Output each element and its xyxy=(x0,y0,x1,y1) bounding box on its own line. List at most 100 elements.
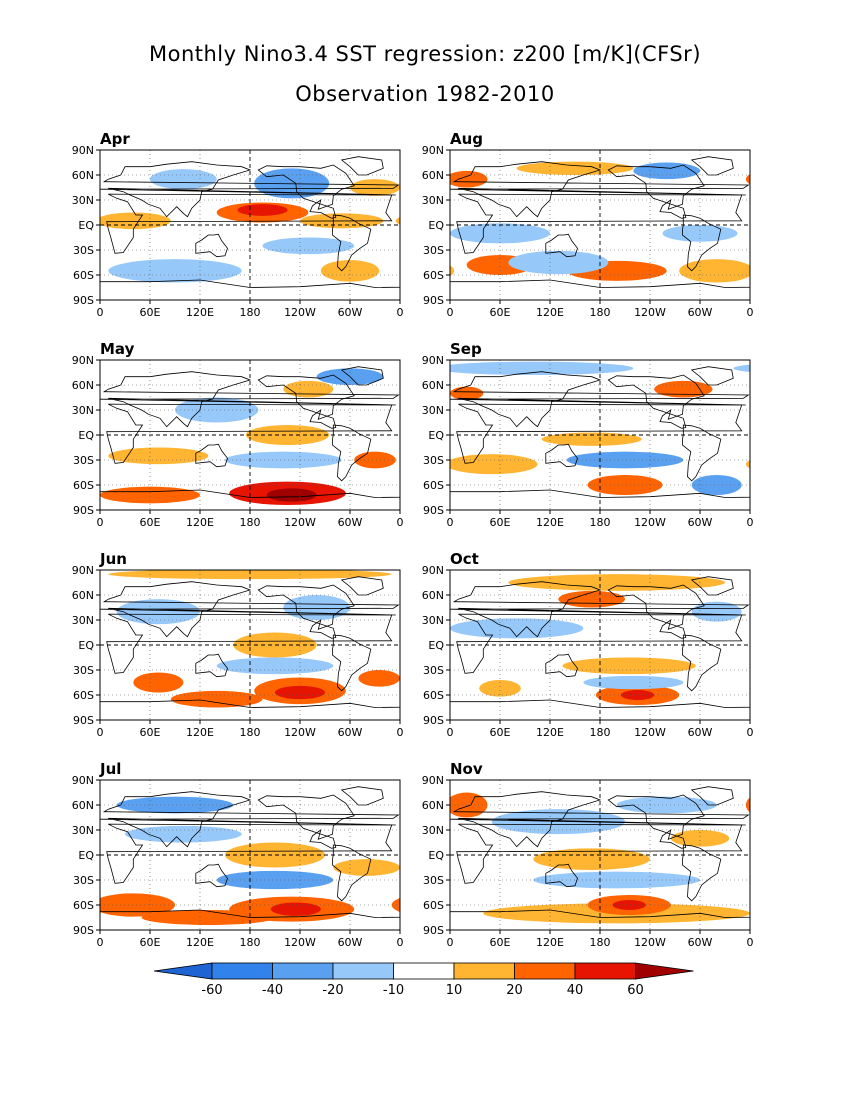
lat-tick-label: 90S xyxy=(73,294,94,307)
anomaly-region xyxy=(0,678,46,705)
coastline xyxy=(340,786,384,806)
coastline xyxy=(682,634,722,692)
lat-tick-label: 90S xyxy=(423,714,444,727)
gridlines xyxy=(450,570,750,720)
lon-tick-label: 60E xyxy=(490,306,511,319)
lon-tick-label: 60W xyxy=(688,726,713,739)
anomaly-region xyxy=(245,425,330,445)
lon-tick-label: 0 xyxy=(747,306,754,319)
lon-tick-label: 120W xyxy=(284,516,316,529)
lat-tick-label: 90S xyxy=(423,504,444,517)
anomaly-region xyxy=(133,672,184,693)
coastline xyxy=(340,576,384,596)
colorbar-arrow-high xyxy=(635,962,694,980)
lon-tick-label: 60W xyxy=(338,936,363,949)
anomaly-region xyxy=(262,237,355,255)
coastline xyxy=(195,443,228,468)
lat-tick-label: 90S xyxy=(73,504,94,517)
lon-tick-label: 0 xyxy=(397,726,404,739)
colorbar-label: -40 xyxy=(262,983,283,998)
anomaly-region xyxy=(450,265,455,277)
coastline xyxy=(690,156,734,176)
coastline xyxy=(450,161,750,218)
lat-tick-label: 30N xyxy=(422,614,444,627)
coastline xyxy=(100,909,400,930)
anomaly-region xyxy=(150,169,217,190)
anomaly-region xyxy=(108,447,209,465)
colorbar-arrow-low xyxy=(153,962,213,980)
panel-month-label: Jul xyxy=(99,760,121,778)
coastline xyxy=(545,863,578,888)
coastline xyxy=(450,791,750,848)
anomaly-region xyxy=(587,475,663,495)
anomaly-region xyxy=(21,260,79,282)
anomaly-region xyxy=(450,618,584,639)
lat-tick-label: 30S xyxy=(423,244,444,257)
gridlines xyxy=(100,780,400,930)
lon-tick-label: 120W xyxy=(284,936,316,949)
lat-tick-label: 60S xyxy=(73,689,94,702)
panel-month-label: Nov xyxy=(450,760,483,778)
lon-tick-label: 180 xyxy=(590,306,611,319)
anomaly-region xyxy=(808,251,850,274)
lon-tick-label: 0 xyxy=(747,516,754,529)
anomaly-region xyxy=(216,657,334,675)
lat-tick-label: 30N xyxy=(72,194,94,207)
coastline xyxy=(450,699,750,720)
lon-tick-label: 120E xyxy=(186,516,214,529)
shaded-field xyxy=(0,368,396,506)
anomaly-region xyxy=(817,162,850,175)
anomaly-region xyxy=(733,364,750,373)
coastline xyxy=(332,634,372,692)
coastline xyxy=(545,653,578,678)
lon-tick-label: 60E xyxy=(490,516,511,529)
anomaly-region xyxy=(833,848,850,870)
anomaly-region xyxy=(0,843,25,868)
anomaly-region xyxy=(654,380,713,398)
lat-tick-label: 60S xyxy=(73,479,94,492)
panel-month-label: Aug xyxy=(450,130,483,148)
lat-tick-label: 60N xyxy=(72,589,94,602)
anomaly-region xyxy=(0,203,8,223)
lat-tick-label: 90S xyxy=(423,924,444,937)
coastline xyxy=(106,613,393,674)
anomaly-region xyxy=(0,452,42,469)
coastline xyxy=(450,279,750,300)
lon-tick-label: 120E xyxy=(186,726,214,739)
lat-tick-label: 60S xyxy=(423,479,444,492)
anomaly-region xyxy=(125,825,242,843)
lat-tick-label: EQ xyxy=(78,429,94,442)
lon-tick-label: 0 xyxy=(747,726,754,739)
coastline xyxy=(340,366,384,386)
anomaly-region xyxy=(566,451,684,469)
colorbar-segment xyxy=(514,962,576,980)
coastline xyxy=(340,156,384,176)
anomaly-region xyxy=(225,451,342,469)
anomaly-region xyxy=(583,675,684,690)
anomaly-region xyxy=(479,680,521,697)
lon-tick-label: 180 xyxy=(590,726,611,739)
lon-tick-label: 0 xyxy=(447,516,454,529)
panel-month-label: Oct xyxy=(450,550,479,568)
anomaly-region xyxy=(0,213,83,228)
anomaly-region xyxy=(0,633,17,658)
lat-tick-label: 60S xyxy=(73,899,94,912)
anomaly-region xyxy=(533,871,701,889)
lat-tick-label: 90N xyxy=(72,774,94,787)
anomaly-region xyxy=(508,574,725,591)
lon-tick-label: 60W xyxy=(688,516,713,529)
colorbar-segment xyxy=(393,962,455,980)
coastline xyxy=(450,581,750,638)
colorbar-segment xyxy=(574,962,636,980)
lon-tick-label: 60W xyxy=(338,306,363,319)
coastline xyxy=(690,366,734,386)
coastline xyxy=(690,786,734,806)
coastline xyxy=(450,909,750,930)
lon-tick-label: 0 xyxy=(397,936,404,949)
lon-tick-label: 120W xyxy=(284,726,316,739)
